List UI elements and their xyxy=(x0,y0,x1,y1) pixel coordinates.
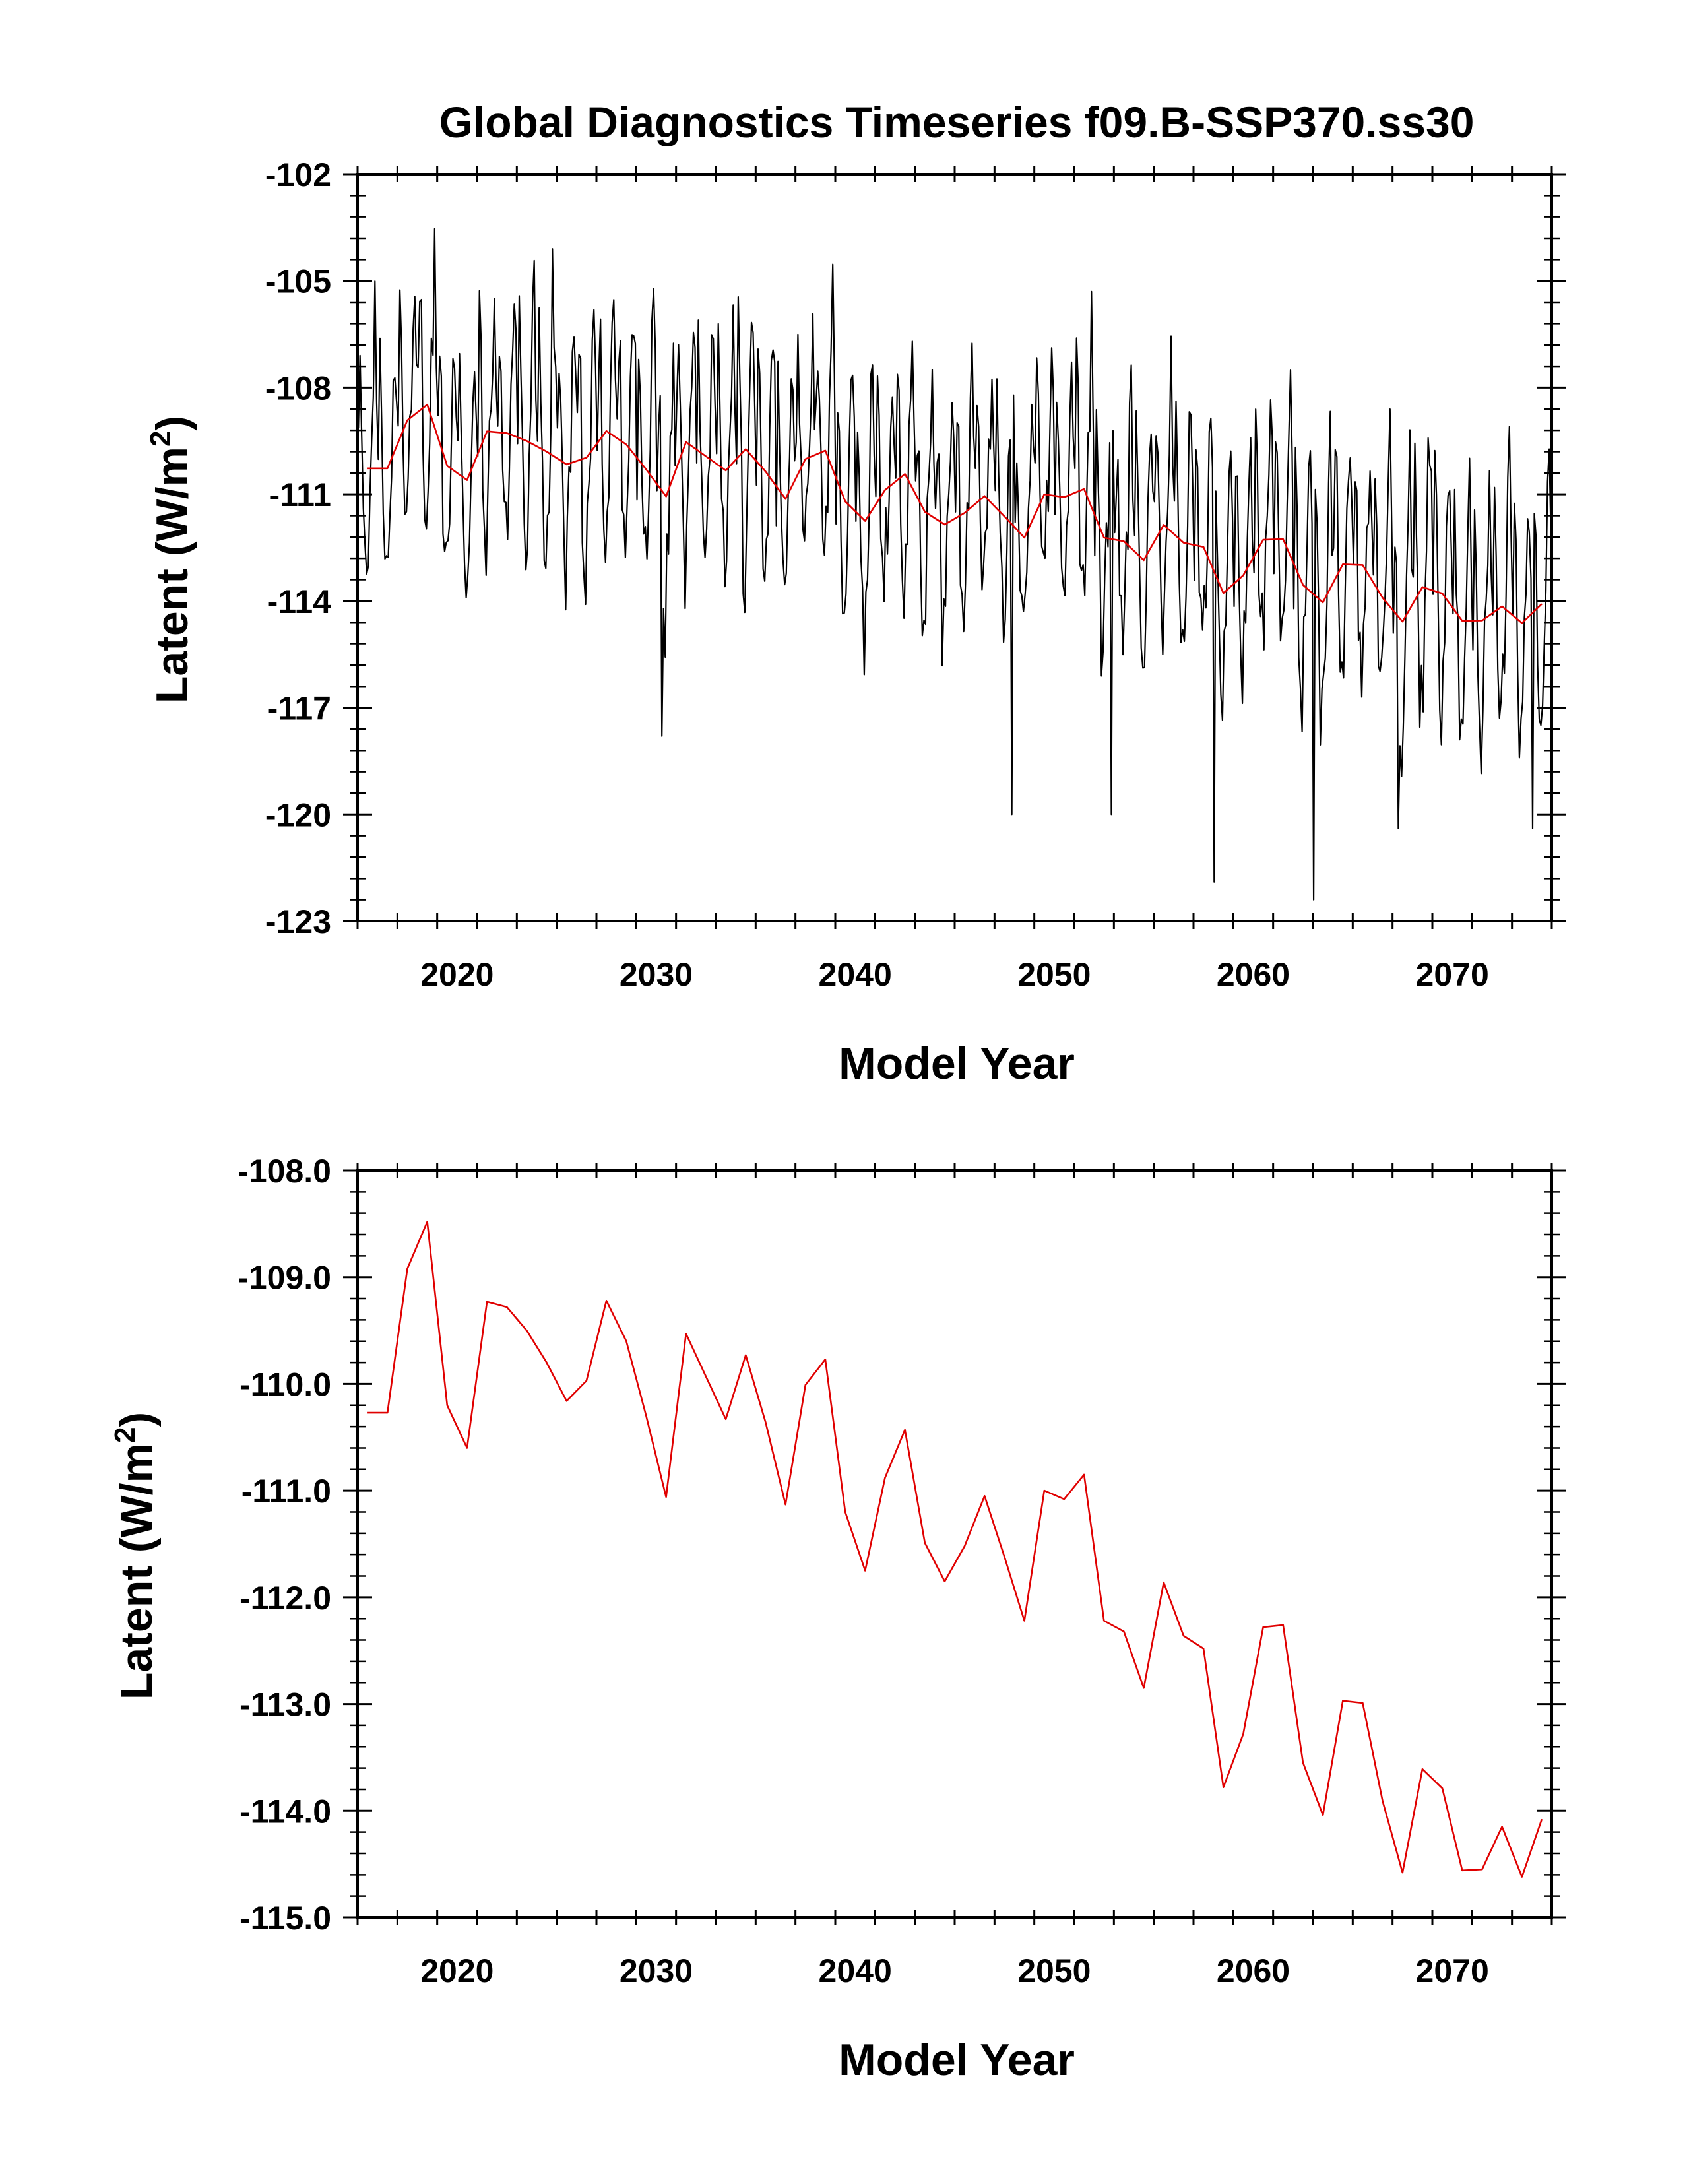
y-tick-label: -102 xyxy=(265,156,331,193)
x-tick-label: 2050 xyxy=(1017,956,1091,993)
y-tick-label: -109.0 xyxy=(238,1260,331,1297)
y-tick-label: -120 xyxy=(265,796,331,833)
x-tick-labels: 2020 2030 2040 2050 2060 2070 xyxy=(420,956,1489,993)
y-axis-label-superscript: 2 xyxy=(144,431,177,447)
x-tick-label: 2020 xyxy=(420,956,494,993)
x-tick-label: 2030 xyxy=(620,1952,693,1989)
y-axis-label-superscript: 2 xyxy=(109,1427,141,1443)
y-tick-label: -108.0 xyxy=(238,1153,331,1190)
x-tick-label: 2070 xyxy=(1416,1952,1489,1989)
y-axis-label-main: Latent (W/m xyxy=(112,1443,162,1700)
plot-area xyxy=(367,1221,1543,1878)
y-axis-label-close: ) xyxy=(147,416,197,431)
x-tick-label: 2040 xyxy=(819,1952,892,1989)
plot-frame xyxy=(356,173,1553,922)
y-tick-label: -111 xyxy=(269,476,331,513)
y-tick-label: -114 xyxy=(267,583,332,620)
plot-frame xyxy=(356,1169,1553,1919)
y-tick-label: -111.0 xyxy=(241,1473,331,1510)
x-axis-label: Model Year xyxy=(839,2035,1075,2085)
x-tick-label: 2060 xyxy=(1217,956,1290,993)
y-axis-label: Latent (W/m2) xyxy=(109,1412,162,1700)
monthly-series-line xyxy=(358,228,1552,901)
y-axis-label-main: Latent (W/m xyxy=(147,447,197,703)
x-tick-label: 2030 xyxy=(620,956,693,993)
x-tick-label: 2040 xyxy=(819,956,892,993)
y-tick-label: -115.0 xyxy=(239,1900,331,1937)
y-tick-label: -114.0 xyxy=(239,1793,331,1830)
y-tick-label: -112.0 xyxy=(239,1580,331,1617)
y-tick-label: -108 xyxy=(265,369,331,406)
x-axis-label: Model Year xyxy=(839,1039,1075,1089)
x-tick-labels: 2020 2030 2040 2050 2060 2070 xyxy=(420,1952,1489,1989)
x-tick-label: 2060 xyxy=(1217,1952,1290,1989)
annual-series-line xyxy=(367,1221,1543,1878)
y-tick-labels: -115.0 -114.0 -113.0 -112.0 -111.0 -110.0 -109… xyxy=(238,1153,331,1937)
y-tick-label: -105 xyxy=(265,263,331,300)
chart-title: Global Diagnostics Timeseries f09.B-SSP3… xyxy=(439,98,1475,146)
plot-area xyxy=(358,228,1552,901)
bottom-panel: -115.0 -114.0 -113.0 -112.0 -111.0 -110.0 -109… xyxy=(109,1153,1566,2085)
y-tick-label: -113.0 xyxy=(239,1686,331,1723)
y-axis-label: Latent (W/m2) xyxy=(144,416,197,703)
top-panel: Global Diagnostics Timeseries f09.B-SSP3… xyxy=(144,98,1566,1089)
x-tick-label: 2050 xyxy=(1017,1952,1091,1989)
x-tick-label: 2020 xyxy=(420,1952,494,1989)
y-tick-label: -117 xyxy=(267,690,331,727)
x-tick-label: 2070 xyxy=(1416,956,1489,993)
y-tick-label: -110.0 xyxy=(239,1366,331,1403)
annual-series-line xyxy=(367,404,1543,624)
y-tick-label: -123 xyxy=(265,903,331,940)
y-axis-label-close: ) xyxy=(112,1412,162,1427)
y-tick-labels: -123 -120 -117 -114 -111 -108 -105 -102 xyxy=(265,156,331,940)
